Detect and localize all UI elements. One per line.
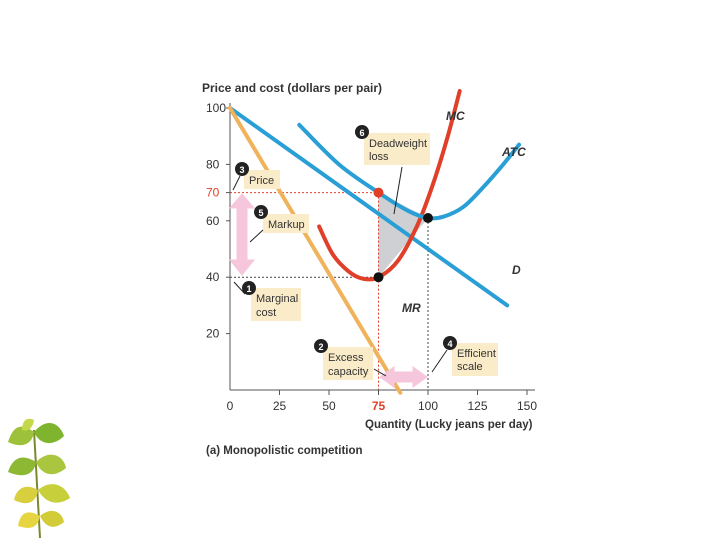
callout-price: 3 Price bbox=[232, 162, 280, 191]
callout-number: 4 bbox=[447, 339, 452, 349]
callout-line: scale bbox=[457, 361, 483, 373]
ginkgo-leaves-decoration bbox=[8, 418, 70, 539]
callout-box bbox=[364, 133, 430, 165]
callout-pointer bbox=[373, 368, 387, 377]
y-tick-label: 100 bbox=[206, 101, 226, 115]
x-ticks: 0 25 50 75 100 125 150 bbox=[227, 390, 537, 413]
callout-number-badge bbox=[254, 205, 268, 219]
callout-excess-capacity: 2 Excess capacity bbox=[314, 339, 387, 380]
callout-deadweight-loss: 6 Deadweight loss bbox=[355, 125, 430, 215]
callout-number-badge bbox=[242, 281, 256, 295]
callout-line: Efficient bbox=[457, 348, 496, 360]
callout-box bbox=[452, 343, 498, 376]
excess-capacity-arrow bbox=[379, 366, 428, 388]
callout-number-badge bbox=[443, 336, 457, 350]
callout-box bbox=[263, 214, 309, 233]
callout-line: loss bbox=[369, 151, 389, 163]
curves bbox=[228, 89, 522, 395]
y-axis-label: Price and cost (dollars per pair) bbox=[202, 81, 382, 95]
callout-line: cost bbox=[256, 307, 276, 319]
callout-number: 6 bbox=[359, 128, 364, 138]
y-tick-label-highlight: 70 bbox=[206, 186, 220, 200]
y-tick-label: 40 bbox=[206, 270, 220, 284]
callout-pointer bbox=[393, 166, 403, 215]
callout-pointer bbox=[232, 175, 241, 191]
x-tick-label: 150 bbox=[517, 399, 537, 413]
x-tick-label: 75 bbox=[372, 399, 386, 413]
curve-label-mc: MC bbox=[446, 109, 465, 123]
data-point bbox=[373, 187, 384, 198]
callout-line: Excess bbox=[328, 352, 364, 364]
callout-pointer bbox=[431, 349, 448, 373]
x-tick-label: 0 bbox=[227, 399, 234, 413]
data-point bbox=[373, 272, 384, 283]
data-point bbox=[423, 212, 433, 223]
x-tick-label: 50 bbox=[322, 399, 336, 413]
x-tick-label: 100 bbox=[418, 399, 438, 413]
callout-line: capacity bbox=[328, 366, 369, 378]
callout-number-badge bbox=[355, 125, 369, 139]
callout-markup: 5 Markup bbox=[249, 205, 309, 243]
deadweight-loss-region bbox=[378, 192, 428, 278]
callout-box bbox=[244, 170, 280, 189]
markup-arrow bbox=[228, 193, 256, 276]
curve-label-d: D bbox=[512, 263, 521, 277]
curve-atc bbox=[297, 122, 522, 221]
callout-number: 2 bbox=[318, 342, 323, 352]
y-tick-label: 60 bbox=[206, 214, 220, 228]
callout-pointer bbox=[249, 229, 264, 243]
callout-box bbox=[251, 288, 301, 321]
callout-pointer bbox=[233, 281, 246, 295]
callout-box bbox=[323, 347, 373, 380]
curve-d bbox=[228, 106, 510, 308]
callout-number: 5 bbox=[258, 208, 263, 218]
callout-number: 3 bbox=[239, 165, 244, 175]
markup-arrow-shape bbox=[228, 193, 256, 276]
callout-line: Marginal bbox=[256, 293, 298, 305]
y-ticks: 20 40 60 80 100 70 bbox=[206, 101, 230, 341]
curve-label-mr: MR bbox=[402, 301, 421, 315]
callout-number-badge bbox=[235, 162, 249, 176]
callout-line: Price bbox=[249, 175, 274, 187]
excess-capacity-arrow-shape bbox=[379, 366, 428, 388]
curve-label-atc: ATC bbox=[501, 145, 526, 159]
callout-number: 1 bbox=[246, 284, 251, 294]
x-tick-label: 25 bbox=[273, 399, 287, 413]
y-tick-label: 80 bbox=[206, 157, 220, 171]
points bbox=[373, 187, 433, 283]
chart-title: (a) Monopolistic competition bbox=[206, 445, 363, 457]
callout-line: Deadweight bbox=[369, 138, 427, 150]
x-tick-label: 125 bbox=[467, 399, 487, 413]
y-tick-label: 20 bbox=[206, 327, 220, 341]
curve-mc bbox=[317, 89, 462, 282]
x-axis-label: Quantity (Lucky jeans per day) bbox=[365, 419, 533, 431]
callout-efficient-scale: 4 Efficient scale bbox=[431, 336, 498, 376]
callout-number-badge bbox=[314, 339, 328, 353]
callout-marginal-cost: 1 Marginal cost bbox=[233, 281, 301, 321]
callout-line: Markup bbox=[268, 219, 305, 231]
curve-mr bbox=[228, 106, 403, 395]
